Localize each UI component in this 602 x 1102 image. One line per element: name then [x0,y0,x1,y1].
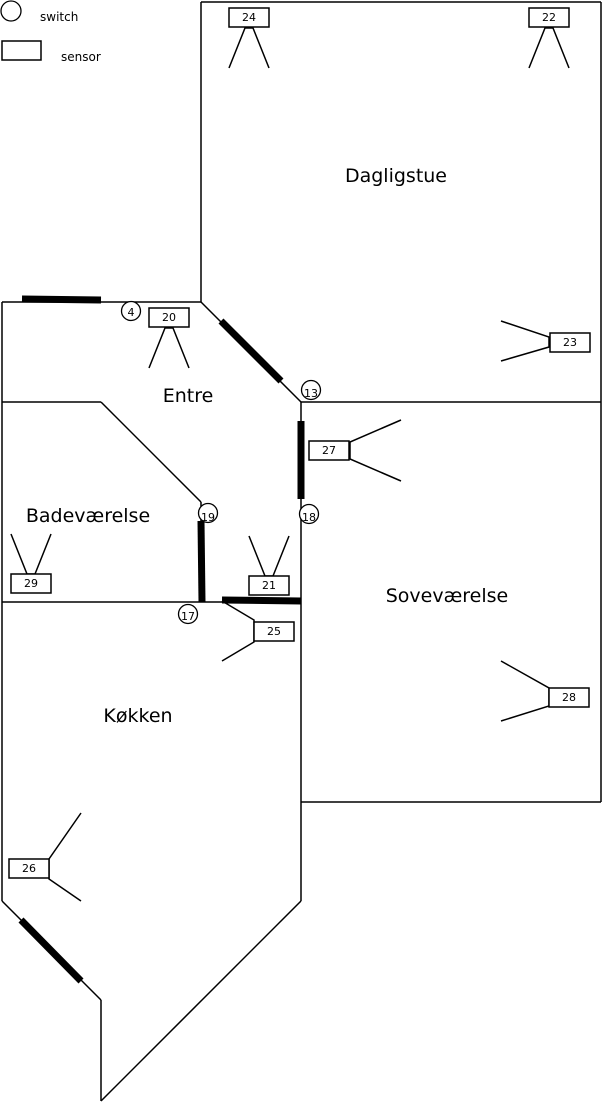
switch-13-label: 13 [304,387,318,400]
sensor-28: 28 [500,660,590,722]
doors [18,295,305,984]
switch-legend-label: switch [40,10,78,24]
room-label-dagligstue: Dagligstue [345,165,447,187]
sensor-27-label: 27 [322,444,336,457]
room-label-badevaerelse: Badeværelse [26,505,150,527]
sensor-27: 27 [308,419,402,482]
door-kokken-back [18,917,84,984]
switch-4-label: 4 [128,306,135,319]
sensor-23-label: 23 [563,336,577,349]
sensor-29-label: 29 [24,577,38,590]
door-dagligstue [218,318,284,384]
switch-19: 19 [197,502,219,524]
sensor-25: 25 [221,600,295,662]
sensor-legend-icon [1,40,42,61]
door-badevaerelse [197,520,206,603]
room-labels: Dagligstue Entre Badeværelse Soveværelse… [26,165,508,727]
sensor-20: 20 [148,307,190,369]
switch-legend-icon [0,0,22,22]
sensor-26: 26 [8,812,82,902]
switch-13: 13 [300,379,322,401]
switch-17-label: 17 [181,610,195,623]
legend: switch sensor [0,0,101,64]
sensor-22: 22 [528,7,570,69]
door-entrance [21,295,102,304]
switches: 4 13 19 18 17 [120,300,322,625]
room-label-sovevaerelse: Soveværelse [386,585,508,607]
sensor-24: 24 [228,7,270,69]
switch-18-label: 18 [302,511,316,524]
sensor-28-label: 28 [562,691,576,704]
sensor-20-label: 20 [162,311,176,324]
sensor-21-label: 21 [262,579,276,592]
switch-18: 18 [298,503,320,525]
room-label-entre: Entre [163,385,214,407]
sensor-23: 23 [500,320,591,362]
room-label-kokken: Køkken [103,705,172,727]
sensor-26-label: 26 [22,862,36,875]
sensor-24-label: 24 [242,11,256,24]
sensor-21: 21 [248,535,290,596]
sensor-25-label: 25 [267,625,281,638]
sensors: 24 22 20 23 27 29 [8,7,591,902]
switch-17: 17 [177,603,199,625]
sensor-legend-label: sensor [61,50,101,64]
sensor-22-label: 22 [542,11,556,24]
switch-19-label: 19 [201,511,215,524]
door-kokken [221,596,302,605]
sensor-29: 29 [10,533,52,594]
switch-4: 4 [120,300,142,322]
